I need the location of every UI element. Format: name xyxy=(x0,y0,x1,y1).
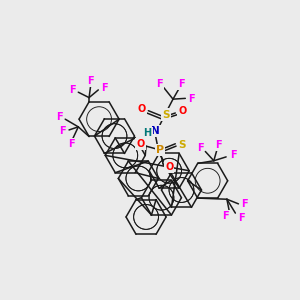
Text: O: O xyxy=(137,104,146,114)
Text: F: F xyxy=(238,214,245,224)
Text: F: F xyxy=(101,82,108,93)
Text: F: F xyxy=(222,211,229,221)
Text: P: P xyxy=(156,145,164,155)
Text: F: F xyxy=(60,127,66,136)
Text: F: F xyxy=(178,79,185,89)
Text: O: O xyxy=(178,106,186,116)
Text: F: F xyxy=(56,112,62,122)
Text: F: F xyxy=(188,94,195,104)
Text: O: O xyxy=(136,139,145,149)
Text: F: F xyxy=(241,199,248,209)
Text: F: F xyxy=(215,140,222,150)
Text: H: H xyxy=(143,128,152,138)
Text: F: F xyxy=(87,76,94,86)
Text: F: F xyxy=(69,85,75,95)
Text: F: F xyxy=(68,139,75,149)
Text: S: S xyxy=(178,140,186,150)
Text: O: O xyxy=(165,162,173,172)
Text: F: F xyxy=(230,150,236,160)
Text: F: F xyxy=(196,143,203,153)
Text: S: S xyxy=(162,110,170,119)
Text: F: F xyxy=(157,79,163,89)
Text: N: N xyxy=(151,126,160,136)
